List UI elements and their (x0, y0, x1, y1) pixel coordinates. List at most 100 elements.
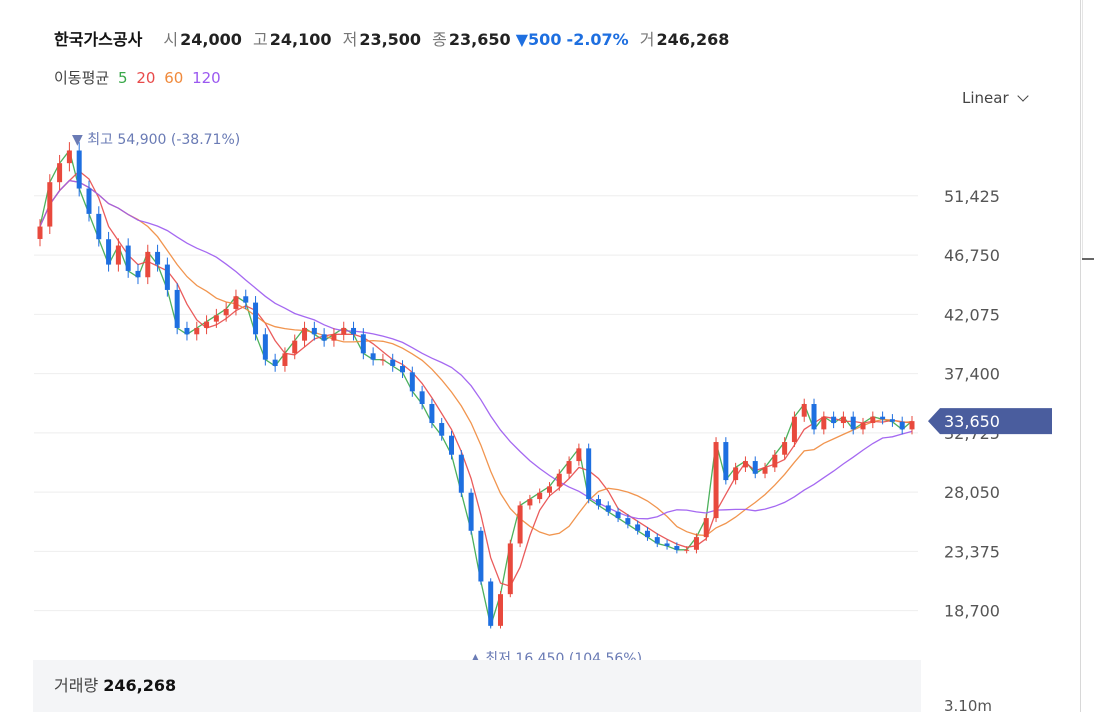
ma-120-line (39, 179, 913, 520)
candle-body (213, 315, 219, 322)
candle-body (840, 416, 846, 424)
ma-legend-label: 이동평균 (54, 69, 110, 87)
candle-body (713, 442, 719, 519)
candle-body (860, 423, 866, 430)
change-percent: -2.07% (566, 30, 629, 49)
candle-body (164, 264, 170, 290)
ma-20-label: 20 (136, 69, 156, 87)
scrollbar-track[interactable] (1082, 0, 1083, 258)
panel-divider (1080, 0, 1081, 712)
candle-body (155, 251, 161, 265)
volume-axis-tick: 3.10m (944, 697, 993, 715)
candle-body (204, 321, 210, 328)
high-value: 24,100 (269, 30, 332, 49)
candle-body (742, 461, 748, 468)
candle-body (674, 545, 680, 550)
scale-selector[interactable]: Linear (962, 89, 1029, 107)
candle-body (449, 435, 455, 455)
price-tick-label: 46,750 (944, 246, 1000, 265)
candle-body (37, 226, 43, 239)
close-label: 종 (432, 30, 447, 49)
candle-body (409, 372, 415, 392)
candle-body (429, 404, 435, 424)
price-tick-label: 42,075 (944, 305, 1000, 324)
candle-body (194, 327, 200, 335)
candle-body (782, 442, 788, 455)
close-value: 23,650 (448, 30, 511, 49)
open-label: 시 (163, 30, 179, 49)
candle-body (723, 442, 729, 481)
candle-body (135, 270, 141, 278)
ticker-header: 한국가스공사 시 24,000 고 24,100 저 23,500 종 23,650 ▼… (54, 26, 729, 50)
candle-body (351, 327, 357, 335)
price-tick-label: 18,700 (944, 602, 1000, 621)
scale-label: Linear (962, 89, 1009, 107)
candle-body (47, 182, 53, 227)
price-tick-label: 28,050 (944, 483, 1000, 502)
moving-average-legend[interactable]: 이동평균 5 20 60 120 (54, 67, 225, 88)
change-down-icon: ▼ (515, 30, 529, 49)
candle-body (96, 213, 102, 240)
candle-body (537, 492, 543, 500)
candle-body (458, 454, 464, 493)
ma-60-line (39, 179, 913, 537)
ma-5-label: 5 (117, 69, 128, 87)
candle-body (654, 537, 660, 544)
candle-body (762, 467, 768, 474)
stock-name: 한국가스공사 (54, 30, 143, 49)
price-tick-label: 23,375 (944, 542, 1000, 561)
candle-body (321, 334, 327, 341)
candle-body (850, 416, 856, 430)
ma-5-line (39, 149, 913, 629)
candle-body (576, 448, 582, 462)
candle-body (145, 251, 151, 278)
low-label: 저 (342, 30, 358, 49)
volume-panel (33, 660, 921, 712)
ma-60-label: 60 (164, 69, 184, 87)
high-label: 고 (253, 30, 268, 49)
volume-value: 246,268 (656, 30, 730, 49)
candle-body (517, 505, 523, 544)
candle-body (684, 549, 690, 551)
candle-body (791, 416, 797, 443)
candle-body (253, 302, 259, 335)
candle-body (556, 473, 562, 487)
candle-body (507, 543, 513, 595)
candle-body (703, 518, 709, 538)
volume-panel-title: 거래량 (54, 676, 99, 695)
volume-panel-label: 거래량 246,268 (54, 672, 176, 696)
current-price-label: 33,650 (944, 412, 1000, 431)
candle-body (311, 327, 317, 335)
candle-body (125, 245, 131, 271)
candle-body (595, 499, 601, 506)
candle-body (801, 404, 807, 417)
candle-body (733, 467, 739, 481)
candle-body (488, 581, 494, 626)
volume-label: 거 (639, 30, 655, 49)
ma-20-line (39, 170, 913, 587)
high-annotation: ▼ 최고 54,900 (-38.71%) (72, 132, 240, 148)
candle-body (331, 334, 337, 341)
candle-body (76, 150, 82, 189)
candle-body (615, 511, 621, 519)
candle-body (272, 359, 278, 366)
open-value: 24,000 (180, 30, 242, 49)
current-price-tag (928, 408, 1052, 435)
change-value: 500 (528, 30, 562, 49)
candle-body (341, 327, 347, 335)
candle-body (370, 353, 376, 360)
candle-body (390, 359, 396, 366)
price-tick-label: 37,400 (944, 365, 1000, 384)
candle-body (174, 289, 180, 328)
candle-body (644, 530, 650, 538)
candle-body (86, 188, 92, 214)
candle-body (586, 448, 592, 500)
candle-body (282, 353, 288, 366)
candle-body (693, 537, 699, 550)
candle-body (478, 530, 484, 582)
candle-body (292, 340, 298, 354)
scrollbar-handle[interactable] (1082, 258, 1094, 260)
candle-body (380, 359, 386, 361)
candle-body (870, 416, 876, 424)
